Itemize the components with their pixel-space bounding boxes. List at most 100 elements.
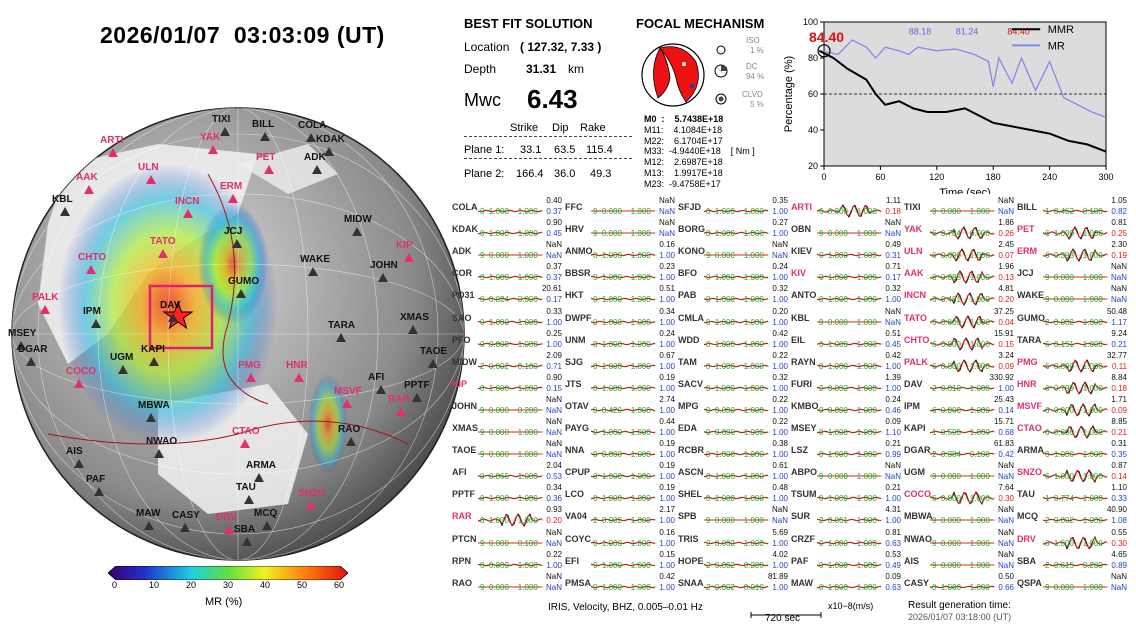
waveform-station-name: UNM xyxy=(565,334,586,345)
waveform-stats: 0 1.000 1.000 xyxy=(593,339,651,349)
waveform-stats: 6 0.799 1.000 xyxy=(1045,383,1103,393)
waveform-stats: 0 1.000 1.000 xyxy=(480,383,538,393)
waveform-station-name: TATO xyxy=(904,312,927,323)
clvd-label: CLVD xyxy=(742,90,763,99)
waveform-cell-adk: ADK NaN 9 0.000 1.000 NaN xyxy=(450,240,570,262)
waveform-amplitude: NaN xyxy=(545,439,562,449)
waveform-station-name: UGM xyxy=(904,467,925,478)
waveform-cell-rao: RAO NaN 9 0.000 1.000 NaN xyxy=(450,572,570,594)
waveform-ratio: 0.63 xyxy=(885,538,901,548)
waveform-stats: 2 0.002 1.000 xyxy=(706,538,764,548)
waveform-amplitude: 0.22 xyxy=(772,350,788,360)
waveform-stats: 0 1.000 1.000 xyxy=(706,317,764,327)
waveform-trace xyxy=(817,232,883,234)
waveform-stats: 2 0.002 0.010 xyxy=(706,582,764,592)
waveform-cell-ugm: UGM NaN 9 0.000 1.000 NaN xyxy=(902,461,1022,483)
moment-tensor-line: M0 : 5.7438E+18 xyxy=(644,114,724,124)
waveform-cell-sacv: SACV 0.32 0 1.000 1.000 1.00 xyxy=(676,373,796,395)
waveform-ratio: 0.66 xyxy=(998,582,1014,592)
waveform-cell-afi: AFI 2.04 0 0.065 1.000 0.53 xyxy=(450,461,570,483)
waveform-cell-yak: YAK 1.86 6 0.784 0.000 0.26 xyxy=(902,218,1022,240)
waveform-trace xyxy=(591,563,657,566)
waveform-ratio: NaN xyxy=(884,229,901,239)
annotation-value: 88.18 xyxy=(909,27,932,37)
plane1-label: Plane 1: xyxy=(464,144,505,156)
waveform-stats: 0 1.000 1.000 xyxy=(706,450,764,460)
station-label-arma: ARMA xyxy=(246,460,276,471)
waveform-cell-coco: COCO 7.64 6 0.800 1.000 0.30 xyxy=(902,483,1022,506)
station-label-tato: TATO xyxy=(150,236,176,247)
waveform-amplitude: 20.61 xyxy=(541,284,562,294)
waveform-ratio: 1.00 xyxy=(772,273,788,283)
waveform-trace xyxy=(704,585,770,588)
waveform-cell-unm: UNM 0.24 0 1.000 1.000 1.00 xyxy=(563,329,683,351)
waveform-amplitude: 0.61 xyxy=(772,461,788,471)
waveform-ratio: NaN xyxy=(771,251,788,261)
waveform-trace xyxy=(1043,209,1109,213)
waveform-station-name: CTAO xyxy=(1017,423,1042,433)
waveform-station-name: KONO xyxy=(678,246,705,257)
iso-icon xyxy=(716,42,726,60)
waveform-trace xyxy=(930,408,996,412)
waveform-stats: 0 1.000 1.000 xyxy=(706,229,764,239)
waveform-trace xyxy=(478,542,544,543)
waveform-amplitude: 9.24 xyxy=(1111,328,1127,338)
waveform-amplitude: 0.23 xyxy=(659,262,675,272)
waveform-amplitude: 0.53 xyxy=(885,549,901,559)
waveform-station-name: PAB xyxy=(678,290,697,301)
plate-boundary xyxy=(47,420,409,445)
station-label-casy: CASY xyxy=(172,510,200,521)
colorbar-tick: 50 xyxy=(297,580,308,590)
waveform-station-name: HRV xyxy=(565,224,584,235)
waveform-ratio: 1.00 xyxy=(546,560,562,570)
waveform-trace xyxy=(704,430,770,434)
waveform-ratio: 0.09 xyxy=(1111,405,1127,415)
y-tick-label: 100 xyxy=(803,17,818,27)
y-tick-label: 80 xyxy=(808,53,818,63)
station-label-mcq: MCQ xyxy=(254,508,278,519)
waveform-ratio: 1.00 xyxy=(546,339,562,349)
station-marker-icon xyxy=(220,127,230,136)
waveform-station-name: MBWA xyxy=(904,511,933,522)
waveform-station-name: KIEV xyxy=(791,246,813,257)
waveform-amplitude: NaN xyxy=(884,218,901,228)
waveform-amplitude: NaN xyxy=(545,417,562,426)
waveform-stats: 0 1.000 1.000 xyxy=(819,295,877,305)
epicenter-box xyxy=(148,284,214,350)
waveform-trace xyxy=(478,231,544,235)
iso-pct: 1 % xyxy=(750,46,764,55)
waveform-trace xyxy=(591,320,657,323)
waveform-trace xyxy=(817,475,883,477)
waveform-station-name: PALK xyxy=(904,356,928,367)
waveform-ratio: 1.00 xyxy=(772,295,788,305)
colorbar-tick: 20 xyxy=(186,580,197,590)
waveform-stats: 6 0.800 1.000 xyxy=(932,494,990,504)
station-label-aak: AAK xyxy=(76,172,98,183)
waveform-cell-efi: EFI 0.15 0 1.000 1.000 1.00 xyxy=(563,550,683,572)
waveform-stats: 9 0.000 1.000 xyxy=(932,516,990,526)
waveform-ratio: 1.00 xyxy=(885,494,901,504)
header-dip: Dip xyxy=(552,122,569,134)
waveform-stats: 6 0.481 1.000 xyxy=(932,295,990,305)
waveform-ratio: NaN xyxy=(997,207,1014,216)
waveform-amplitude: NaN xyxy=(884,306,901,316)
waveform-amplitude: 0.51 xyxy=(659,284,675,294)
waveform-trace xyxy=(478,386,544,390)
waveform-trace xyxy=(591,210,657,212)
waveform-cell-coyc: COYC 0.16 0 1.000 1.000 1.00 xyxy=(563,528,683,550)
waveform-stats: 2 0.002 0.100 xyxy=(480,361,538,371)
waveform-stats: 0 1.000 1.000 xyxy=(593,494,651,504)
waveform-amplitude: 15.71 xyxy=(993,417,1014,426)
waveform-stats: 9 0.000 1.000 xyxy=(593,207,651,216)
waveform-station-name: LSZ xyxy=(791,445,808,456)
globe-map: TIXI COLA BILL YAK ARTI KDAK PET ADK ULN AAK ERM KB… xyxy=(8,104,468,564)
station-label-cola: COLA xyxy=(298,120,327,131)
waveform-amplitude: 1.05 xyxy=(1111,196,1127,205)
waveform-stats: 9 0.000 1.000 xyxy=(932,207,990,216)
waveform-cell-nna: NNA 0.19 0 0.800 1.000 1.00 xyxy=(563,439,683,461)
waveform-stats: 0 1.000 1.000 xyxy=(706,383,764,393)
station-label-ipm: IPM xyxy=(83,306,101,317)
waveform-cell-kbl: KBL NaN 9 0.000 1.000 NaN xyxy=(789,306,909,329)
waveform-cell-kono: KONO NaN 9 0.000 1.000 NaN xyxy=(676,240,796,262)
station-marker-icon xyxy=(352,227,362,236)
